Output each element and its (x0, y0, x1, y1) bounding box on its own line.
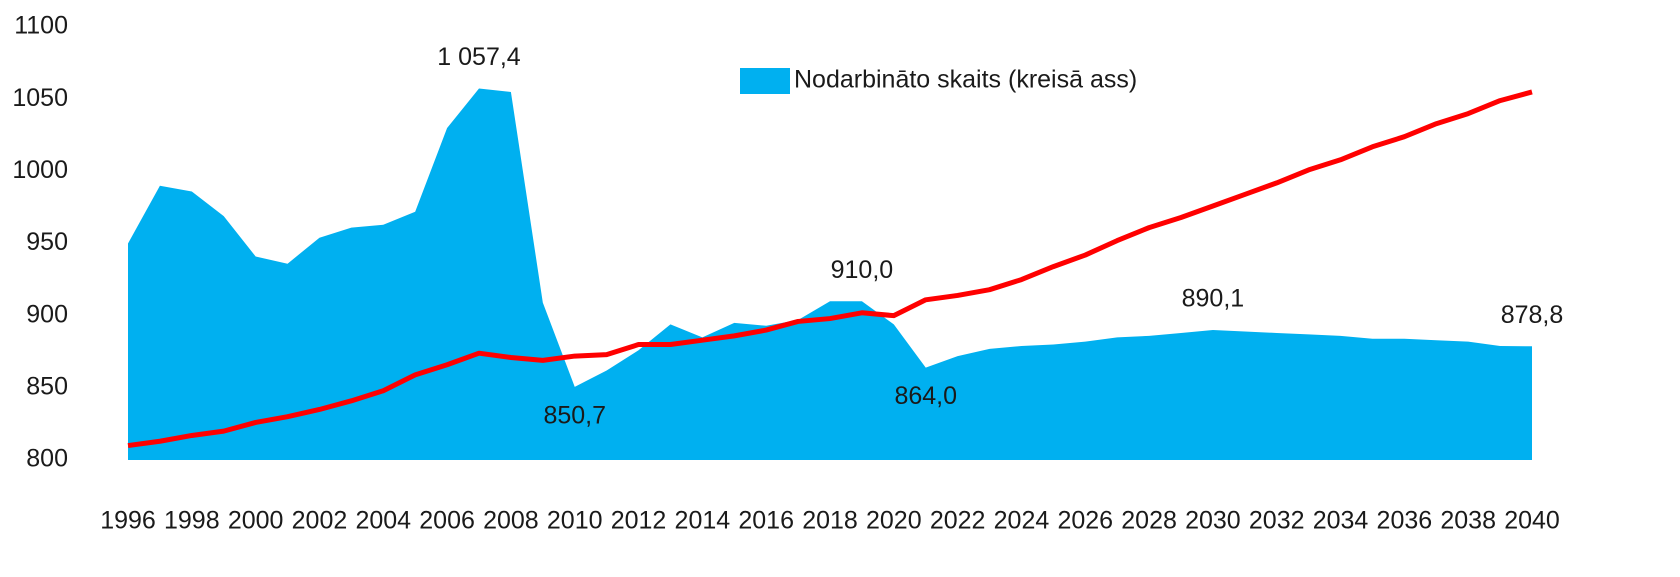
line (127, 89, 1533, 449)
x-tick-label: 2038 (1440, 507, 1496, 535)
y-tick-label: 950 (26, 228, 68, 256)
y-tick-label: 850 (26, 372, 68, 400)
x-tick-label: 2022 (930, 507, 986, 535)
x-tick-label: 2004 (355, 507, 411, 535)
y-tick-label: 1000 (12, 156, 68, 184)
data-label: 878,8 (1501, 301, 1564, 329)
x-tick-label: 2000 (228, 507, 284, 535)
x-tick-label: 2002 (292, 507, 348, 535)
x-tick-label: 2030 (1185, 507, 1241, 535)
x-tick-label: 2034 (1313, 507, 1369, 535)
x-tick-label: 2028 (1121, 507, 1177, 535)
x-tick-label: 2008 (483, 507, 539, 535)
x-tick-label: 2010 (547, 507, 603, 535)
data-label: 864,0 (894, 382, 957, 410)
y-tick-label: 900 (26, 300, 68, 328)
x-tick-label: 2026 (1057, 507, 1113, 535)
legend-swatch (740, 68, 790, 94)
data-label: 850,7 (543, 401, 606, 429)
x-tick-label: 2016 (738, 507, 794, 535)
legend-label: Nodarbināto skaits (kreisā ass) (794, 66, 1137, 94)
y-tick-label: 1100 (14, 12, 68, 40)
x-tick-label: 1998 (164, 507, 220, 535)
x-tick-label: 2012 (611, 507, 667, 535)
x-tick-label: 2032 (1249, 507, 1305, 535)
x-tick-label: 2040 (1504, 507, 1560, 535)
data-label: 1 057,4 (437, 43, 521, 71)
x-tick-label: 1996 (100, 507, 156, 535)
area (128, 88, 1532, 461)
data-label: 910,0 (831, 256, 894, 284)
y-tick-label: 800 (26, 445, 68, 473)
data-label: 890,1 (1182, 285, 1245, 313)
y-tick-label: 1050 (12, 84, 68, 112)
x-tick-label: 2006 (419, 507, 475, 535)
x-tick-label: 2014 (675, 507, 731, 535)
x-tick-label: 2020 (866, 507, 922, 535)
x-tick-label: 2018 (802, 507, 858, 535)
x-tick-label: 2024 (994, 507, 1050, 535)
x-tick-label: 2036 (1377, 507, 1433, 535)
